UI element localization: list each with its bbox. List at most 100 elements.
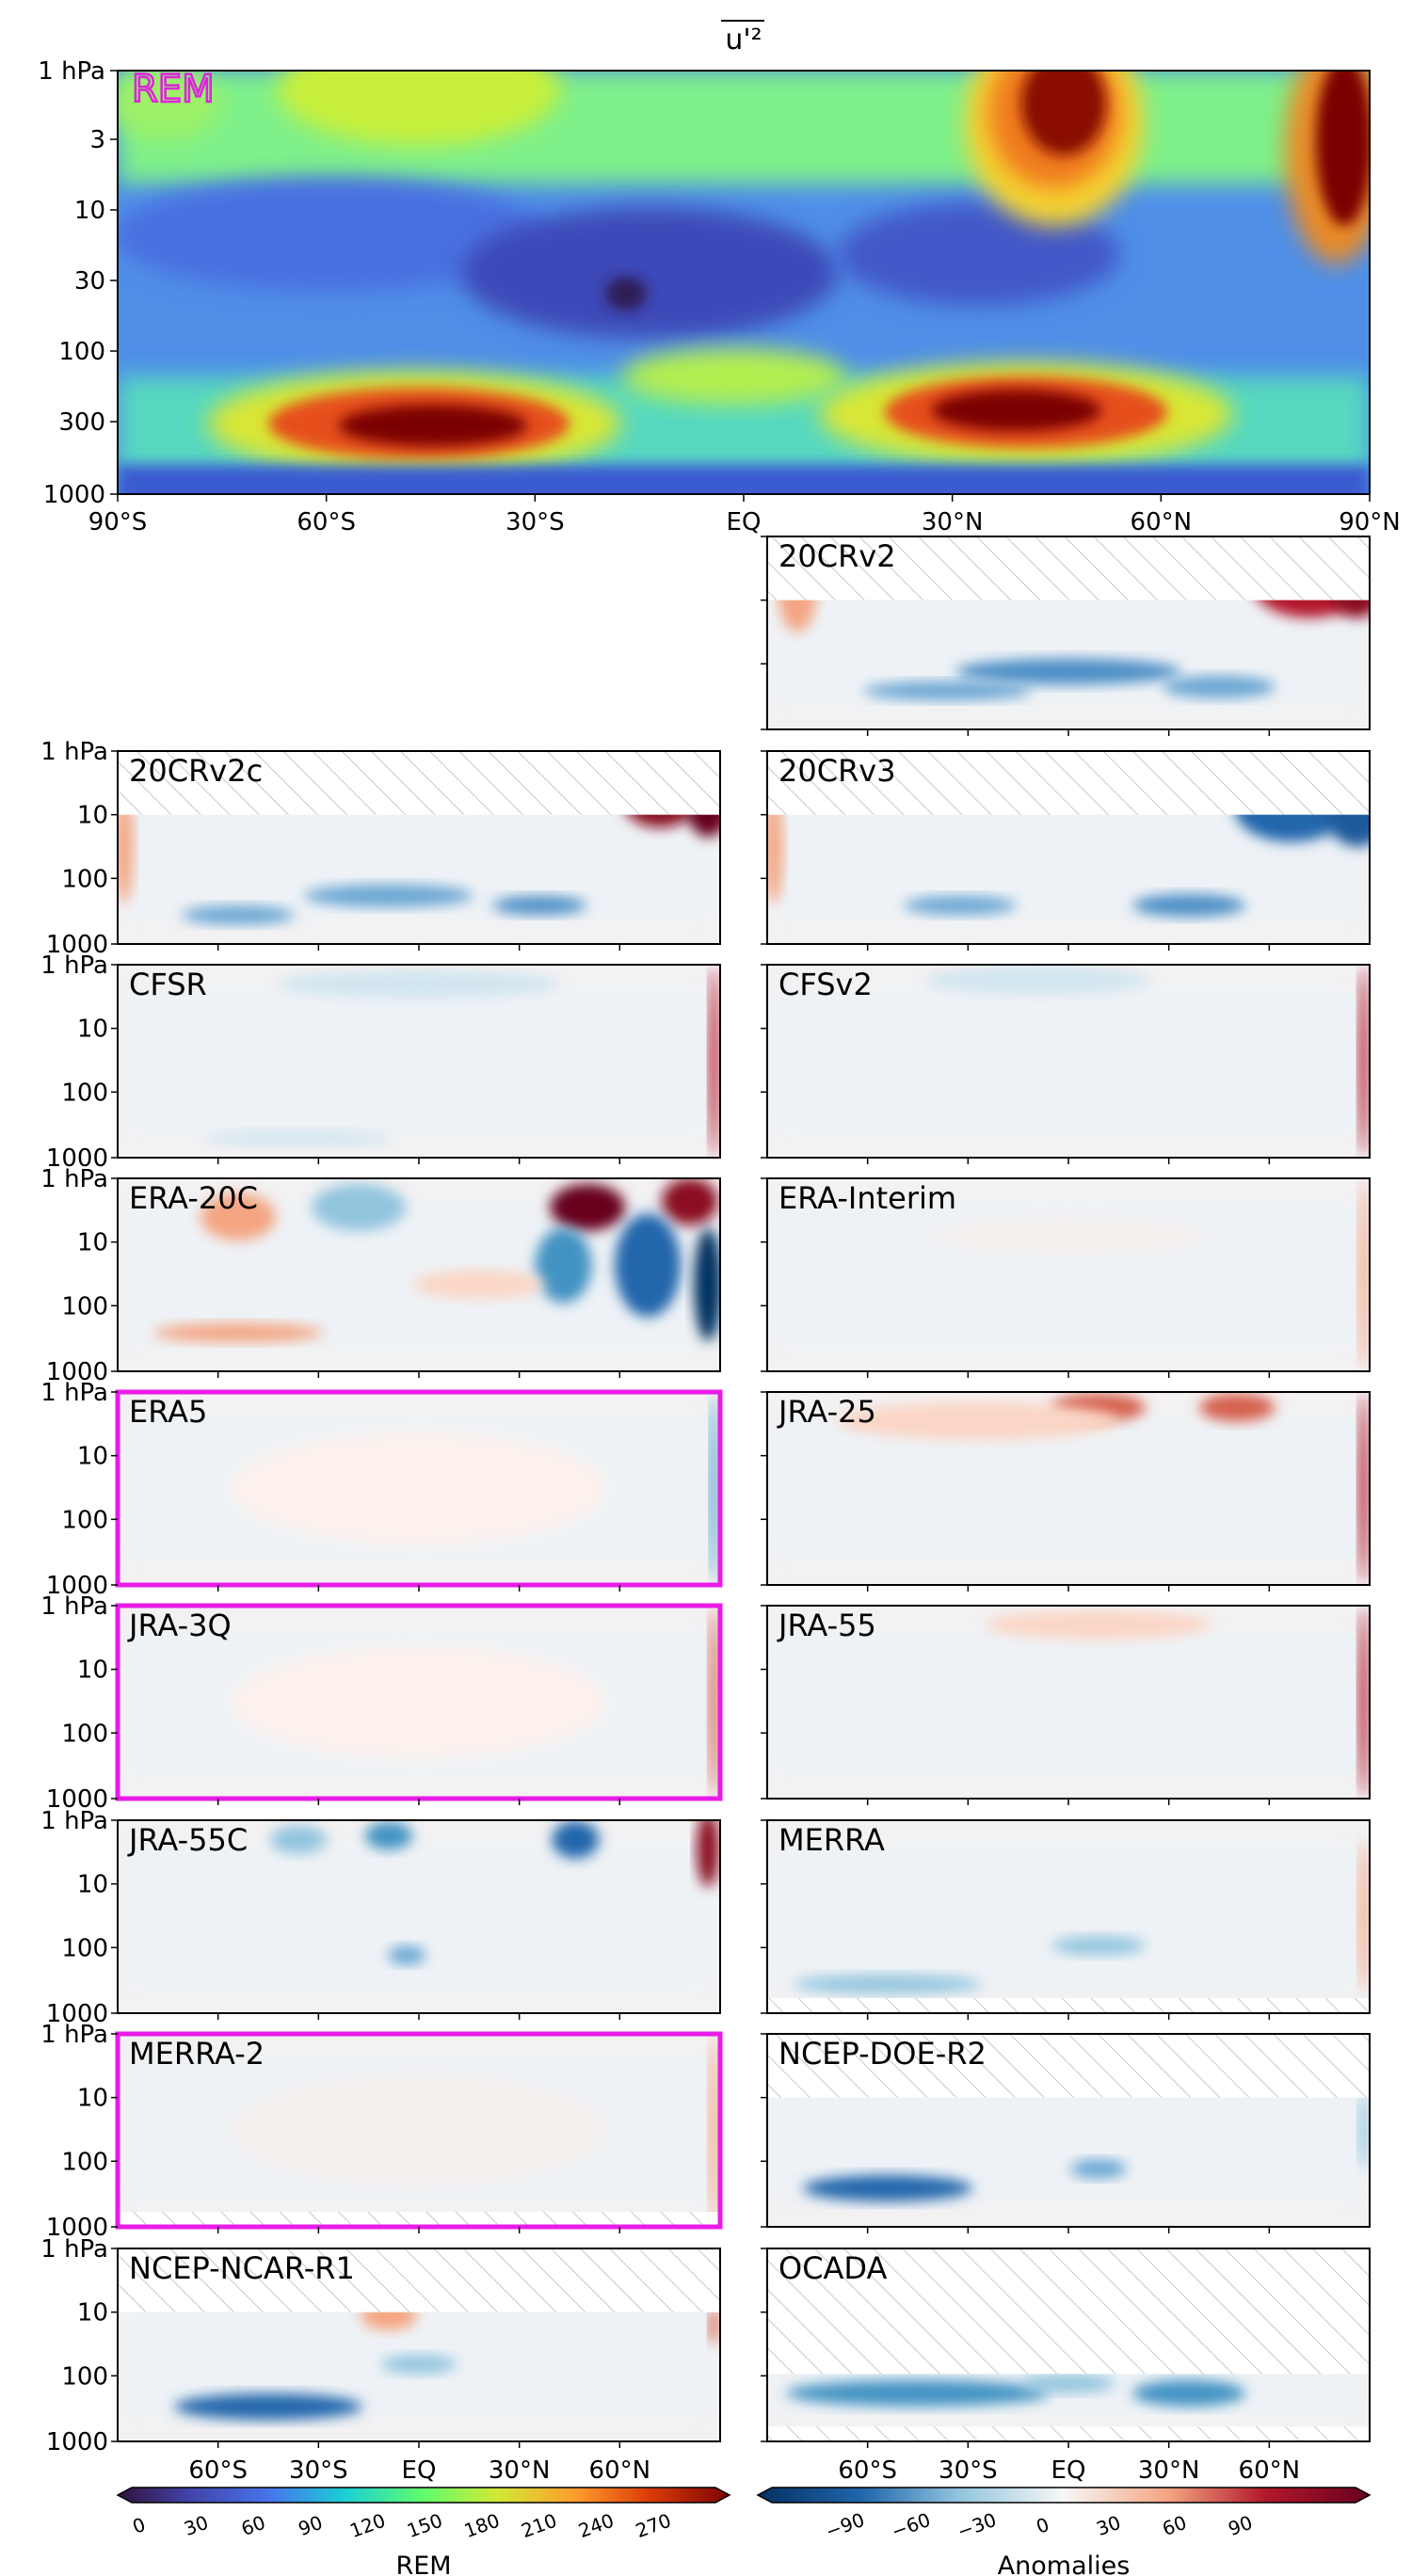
main-y-tick-label: 1000 [43, 481, 105, 509]
panel-merra: MERRA [761, 1819, 1371, 2020]
main-x-tick-label: EQ [727, 508, 762, 536]
anomaly-panels: 20CRv2 20CRv2c 1 hPa 10 100 1000 20CRv3 CFSR 1 h… [40, 536, 1371, 2456]
panel-y-tick-label: 10 [77, 1656, 108, 1685]
bottom-x-tick-label-left: 30°N [489, 2456, 551, 2485]
panel-label: CFSv2 [778, 967, 873, 1002]
rem-colorbar-tick: 30 [181, 2511, 211, 2540]
panel-label: ERA-20C [129, 1180, 258, 1216]
anomalies-colorbar-tick: 0 [1034, 2513, 1052, 2538]
panel-ocada: OCADA [761, 2248, 1371, 2448]
panel-label: ERA-Interim [778, 1180, 956, 1216]
panel-y-tick-label: 1000 [46, 2428, 108, 2456]
anomaly-field [118, 1820, 720, 2013]
panel-y-tick-label: 10 [77, 1443, 108, 1471]
panel-jra-55: JRA-55 [761, 1605, 1371, 1805]
panel-ncep-doe-r2: NCEP-DOE-R2 [761, 2033, 1371, 2233]
rem-panel-label: REM [132, 68, 215, 111]
anomalies-colorbar-tick: 30 [1094, 2511, 1124, 2540]
rem-colorbar-tick: 180 [461, 2509, 503, 2543]
anomalies-colorbar-tick: −60 [889, 2508, 934, 2543]
panel-cfsv2: CFSv2 [761, 964, 1371, 1164]
anomaly-field [767, 2248, 1370, 2441]
main-y-tick-label: 1 hPa [38, 57, 105, 86]
rem-colorbar-tick: 240 [575, 2509, 617, 2543]
anomaly-field [767, 1178, 1370, 1371]
bottom-x-tick-label-left: 60°S [188, 2456, 248, 2485]
panel-y-tick-label: 1000 [46, 2214, 108, 2242]
panel-y-tick-label: 100 [61, 1720, 108, 1748]
panel-y-tick-label: 10 [77, 1229, 108, 1257]
anomaly-field [118, 965, 720, 1158]
panel-y-tick-label: 1 hPa [40, 2021, 108, 2049]
main-y-tick-label: 100 [58, 338, 105, 366]
panel-y-tick-label: 100 [61, 1934, 108, 1962]
rem-colorbar-tick: 120 [346, 2509, 388, 2543]
rem-colorbar-tick: 90 [296, 2511, 326, 2540]
panel-y-tick-label: 1000 [46, 2000, 108, 2028]
panel-y-tick-label: 100 [61, 1079, 108, 1107]
anomaly-field [767, 2034, 1370, 2227]
panel-merra-2: MERRA-2 1 hPa 10 100 1000 [40, 2021, 723, 2242]
panel-y-tick-label: 1 hPa [40, 952, 108, 980]
panel-label: JRA-55 [777, 1608, 876, 1643]
anomaly-field [118, 1178, 720, 1371]
panel-y-tick-label: 10 [77, 802, 108, 830]
main-x-tick-label: 30°N [922, 508, 984, 536]
bottom-x-tick-label-left: EQ [402, 2456, 437, 2485]
anomaly-field [767, 965, 1370, 1158]
panel-y-tick-label: 1 hPa [40, 1379, 108, 1407]
panel-20crv2: 20CRv2 [761, 536, 1371, 736]
panel-y-tick-label: 100 [61, 1292, 108, 1320]
anomaly-field [767, 1606, 1370, 1799]
panel-label: OCADA [778, 2250, 888, 2286]
panel-jra-55c: JRA-55C 1 hPa 10 100 1000 [40, 1807, 721, 2028]
panel-label: ERA5 [129, 1394, 207, 1430]
panel-20crv2c: 20CRv2c 1 hPa 10 100 1000 [40, 738, 721, 959]
anomaly-field [118, 2034, 720, 2227]
bottom-x-tick-label-right: 30°N [1138, 2456, 1200, 2485]
rem-colorbar-tick: 150 [404, 2509, 445, 2543]
anomaly-field [118, 751, 720, 944]
rem-colorbar-tick: 270 [633, 2509, 674, 2543]
missing-data-hatch [767, 536, 1370, 600]
main-y-tick-label: 10 [74, 197, 105, 225]
panel-label: 20CRv2c [129, 753, 263, 789]
panel-y-tick-label: 1000 [46, 1785, 108, 1814]
panel-label: JRA-25 [777, 1394, 876, 1430]
panel-y-tick-label: 10 [77, 1871, 108, 1899]
missing-data-hatch [118, 2212, 720, 2227]
bottom-x-tick-label-right: EQ [1051, 2456, 1086, 2485]
bottom-x-tick-label-left: 30°S [289, 2456, 348, 2485]
anomalies-colorbar-tick: −90 [823, 2508, 868, 2543]
panel-label: 20CRv3 [778, 753, 896, 789]
main-x-tick-label: 90°S [88, 508, 148, 536]
panel-y-tick-label: 1 hPa [40, 2235, 108, 2264]
missing-data-hatch [767, 751, 1370, 815]
panel-label: MERRA-2 [129, 2036, 265, 2072]
main-x-tick-label: 90°N [1339, 508, 1401, 536]
panel-y-tick-label: 100 [61, 865, 108, 893]
rem-colorbar-tick: 0 [130, 2513, 149, 2538]
panel-y-tick-label: 100 [61, 1506, 108, 1534]
anomaly-field [767, 1820, 1370, 2013]
panel-y-tick-label: 1 hPa [40, 1807, 108, 1835]
anomalies-colorbar: −90 −60 −30 0 30 60 90 Anomalies [756, 2487, 1372, 2576]
figure-title: u'² [725, 24, 762, 56]
panel-label: NCEP-NCAR-R1 [129, 2250, 355, 2286]
panel-y-tick-label: 1 hPa [40, 1165, 108, 1193]
panel-y-tick-label: 10 [77, 2299, 108, 2328]
panel-y-tick-label: 1000 [46, 1572, 108, 1600]
missing-data-hatch [767, 2034, 1370, 2098]
anomalies-colorbar-tick: −30 [955, 2508, 1000, 2543]
bottom-x-tick-label-left: 60°N [589, 2456, 651, 2485]
panel-label: JRA-3Q [127, 1608, 232, 1643]
main-x-tick-label: 60°N [1131, 508, 1193, 536]
main-y-tick-label: 30 [74, 267, 105, 296]
rem-climatology-panel: REM 1 hPa 3 10 30 100 300 1000 90°S 60°S 30°S EQ 3… [38, 57, 1401, 536]
anomalies-colorbar-tick: 90 [1226, 2511, 1256, 2540]
bottom-x-axes: 60°S 30°S EQ 30°N 60°N 60°S 30°S EQ 30°N 60°N [188, 2456, 1300, 2485]
missing-data-hatch [767, 1998, 1370, 2013]
panel-label: JRA-55C [127, 1822, 248, 1858]
panel-y-tick-label: 1 hPa [40, 1592, 108, 1621]
panel-label: CFSR [129, 967, 207, 1002]
